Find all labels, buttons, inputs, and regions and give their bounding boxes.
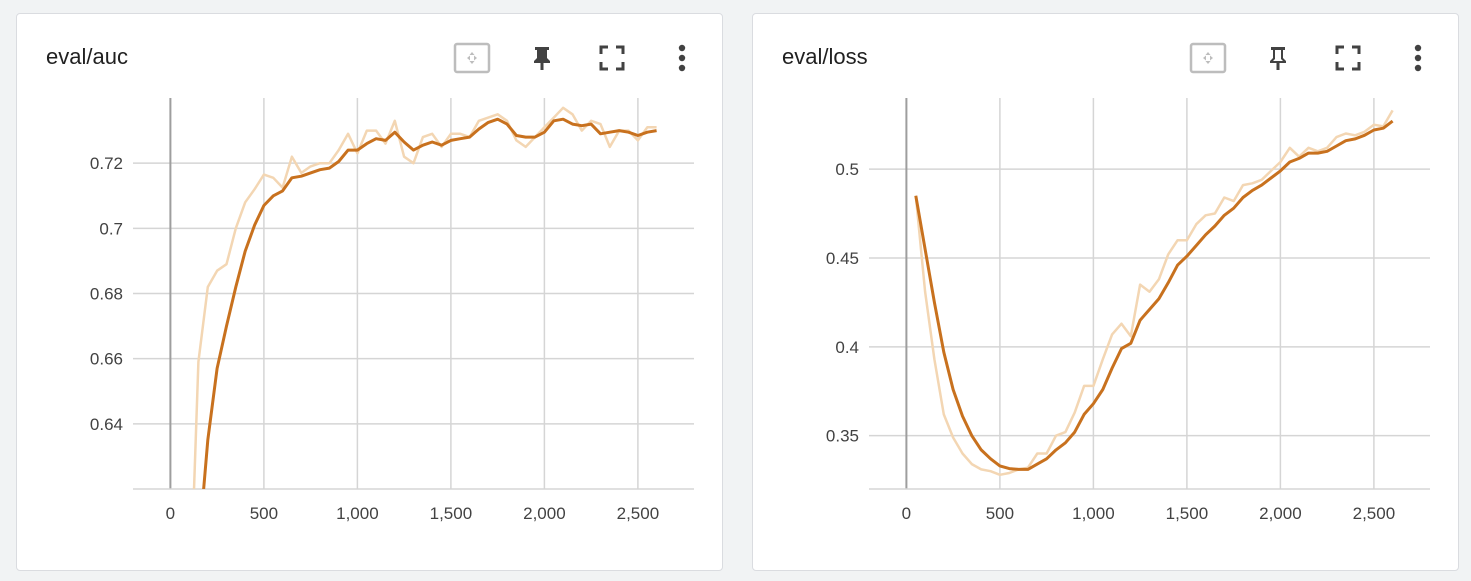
- x-tick-label: 0: [166, 504, 175, 523]
- fullscreen-icon: [599, 45, 625, 71]
- y-tick-label: 0.7: [99, 219, 123, 238]
- y-tick-label: 0.4: [835, 338, 859, 357]
- fit-domain-button[interactable]: [452, 41, 492, 75]
- more-vert-icon: [678, 44, 686, 72]
- fullscreen-button[interactable]: [1328, 41, 1368, 75]
- fullscreen-icon: [1335, 45, 1361, 71]
- x-tick-label: 2,500: [1353, 504, 1396, 523]
- y-tick-label: 0.45: [826, 249, 859, 268]
- smoothed-series-line: [914, 119, 1394, 471]
- line-chart: 0.35 0.4 0.45 0.5 0 500 1,000 1,500 2,000 2,500: [826, 98, 1430, 523]
- y-tick-label: 0.68: [90, 285, 123, 304]
- x-tick-label: 1,500: [430, 504, 473, 523]
- x-tick-label: 500: [986, 504, 1014, 523]
- y-tick-label: 0.5: [835, 160, 859, 179]
- x-tick-label: 1,000: [1072, 504, 1115, 523]
- pin-icon: [534, 47, 550, 70]
- more-options-button[interactable]: [662, 41, 702, 75]
- x-tick-label: 0: [902, 504, 911, 523]
- y-tick-label: 0.72: [90, 154, 123, 173]
- y-tick-label: 0.66: [90, 350, 123, 369]
- chart-title: eval/loss: [782, 44, 868, 69]
- smoothed-series-line: [202, 117, 657, 489]
- raw-series-line: [914, 109, 1394, 477]
- x-tick-label: 500: [250, 504, 278, 523]
- y-tick-label: 0.64: [90, 415, 123, 434]
- x-tick-label: 1,000: [336, 504, 379, 523]
- more-vert-icon: [1414, 44, 1422, 72]
- x-tick-label: 1,500: [1166, 504, 1209, 523]
- pin-button[interactable]: [1258, 41, 1298, 75]
- card-toolbar: [452, 41, 702, 75]
- fit-domain-icon: [453, 42, 491, 74]
- x-tick-label: 2,000: [1259, 504, 1302, 523]
- chart-card-eval-loss: eval/loss 0.35 0.4 0.45 0.5 0 500 1,000 1,500 2,…: [752, 13, 1459, 571]
- pin-button[interactable]: [522, 41, 562, 75]
- x-tick-label: 2,000: [523, 504, 566, 523]
- chart-title: eval/auc: [46, 44, 128, 69]
- line-chart: 0.64 0.66 0.68 0.7 0.72 0 500 1,000 1,500 2,000 2,…: [90, 98, 694, 523]
- fit-domain-icon: [1189, 42, 1227, 74]
- fullscreen-button[interactable]: [592, 41, 632, 75]
- fit-domain-button[interactable]: [1188, 41, 1228, 75]
- card-toolbar: [1188, 41, 1438, 75]
- y-tick-label: 0.35: [826, 427, 859, 446]
- x-tick-label: 2,500: [617, 504, 660, 523]
- chart-card-eval-auc: eval/auc 0.64 0.66 0.68 0.7 0.72 0 500 1,000 1,5…: [16, 13, 723, 571]
- more-options-button[interactable]: [1398, 41, 1438, 75]
- pin-outline-icon: [1270, 47, 1286, 70]
